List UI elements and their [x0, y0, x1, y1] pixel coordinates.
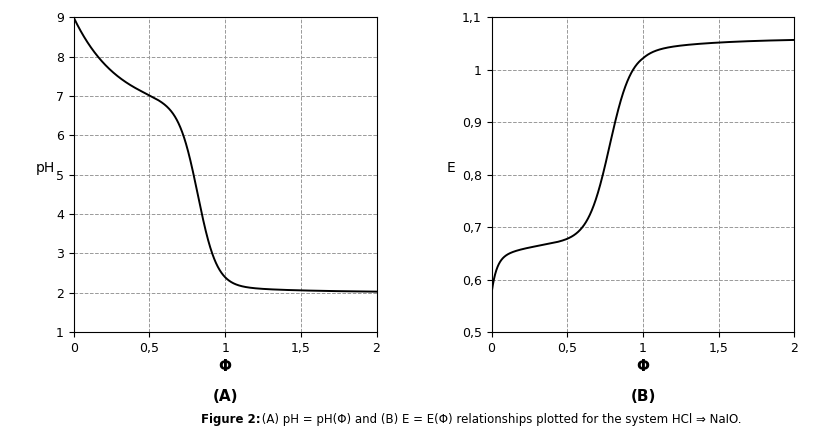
Text: (A) pH = pH(Φ) and (B) E = E(Φ) relationships plotted for the system HCl ⇒ NaIO.: (A) pH = pH(Φ) and (B) E = E(Φ) relation…	[258, 413, 741, 426]
X-axis label: Φ: Φ	[219, 359, 232, 374]
Y-axis label: pH: pH	[35, 161, 55, 175]
Text: (B): (B)	[631, 389, 656, 404]
Text: Figure 2:: Figure 2:	[201, 413, 260, 426]
Text: (A): (A)	[212, 389, 238, 404]
X-axis label: Φ: Φ	[636, 359, 649, 374]
Y-axis label: E: E	[446, 161, 455, 175]
